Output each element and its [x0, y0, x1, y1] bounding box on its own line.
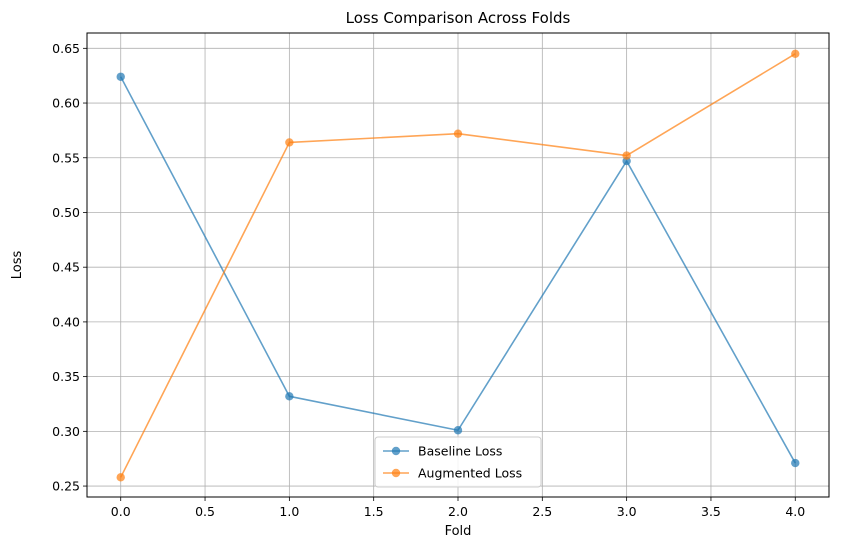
y-tick-label: 0.40 — [52, 314, 80, 329]
x-tick-label: 3.0 — [617, 504, 637, 519]
data-point — [791, 49, 800, 58]
data-point — [285, 392, 294, 401]
series-1 — [116, 49, 800, 482]
x-tick-label: 0.5 — [195, 504, 215, 519]
y-tick-label: 0.25 — [52, 479, 80, 494]
series-0 — [116, 72, 800, 468]
legend-label: Baseline Loss — [418, 444, 502, 459]
series-layer — [116, 49, 800, 482]
data-point — [116, 72, 125, 81]
y-tick-label: 0.50 — [52, 205, 80, 220]
data-point — [116, 473, 125, 482]
y-tick-label: 0.55 — [52, 150, 80, 165]
y-tick-label: 0.45 — [52, 260, 80, 275]
x-tick-label: 1.5 — [364, 504, 384, 519]
legend-marker — [391, 446, 401, 456]
x-tick-label: 4.0 — [785, 504, 805, 519]
ticks: 0.0 0.5 1.0 1.5 2.0 2.5 3.0 3.5 4.0 0.25 0.30 0.35 0… — [52, 41, 805, 519]
legend-entry-0: Baseline Loss — [383, 444, 502, 459]
y-tick-label: 0.60 — [52, 96, 80, 111]
legend: Baseline Loss Augmented Loss — [374, 436, 542, 488]
data-point — [791, 458, 800, 468]
legend-label: Augmented Loss — [418, 466, 522, 481]
x-tick-label: 1.0 — [279, 504, 299, 519]
x-tick-label: 2.0 — [448, 504, 468, 519]
x-tick-label: 3.5 — [701, 504, 721, 519]
data-point — [285, 138, 294, 147]
data-point — [622, 151, 631, 160]
chart-title: Loss Comparison Across Folds — [346, 9, 571, 27]
y-tick-label: 0.35 — [52, 369, 80, 384]
data-point — [453, 129, 463, 138]
y-tick-label: 0.65 — [52, 41, 80, 56]
y-tick-label: 0.30 — [52, 424, 80, 439]
legend-marker — [391, 468, 401, 478]
legend-box — [374, 436, 542, 488]
legend-entry-1: Augmented Loss — [383, 466, 522, 481]
x-tick-label: 2.5 — [532, 504, 552, 519]
x-axis-label: Fold — [445, 524, 472, 539]
x-tick-label: 0.0 — [111, 504, 131, 519]
data-point — [453, 426, 463, 435]
y-axis-label: Loss — [10, 251, 25, 280]
